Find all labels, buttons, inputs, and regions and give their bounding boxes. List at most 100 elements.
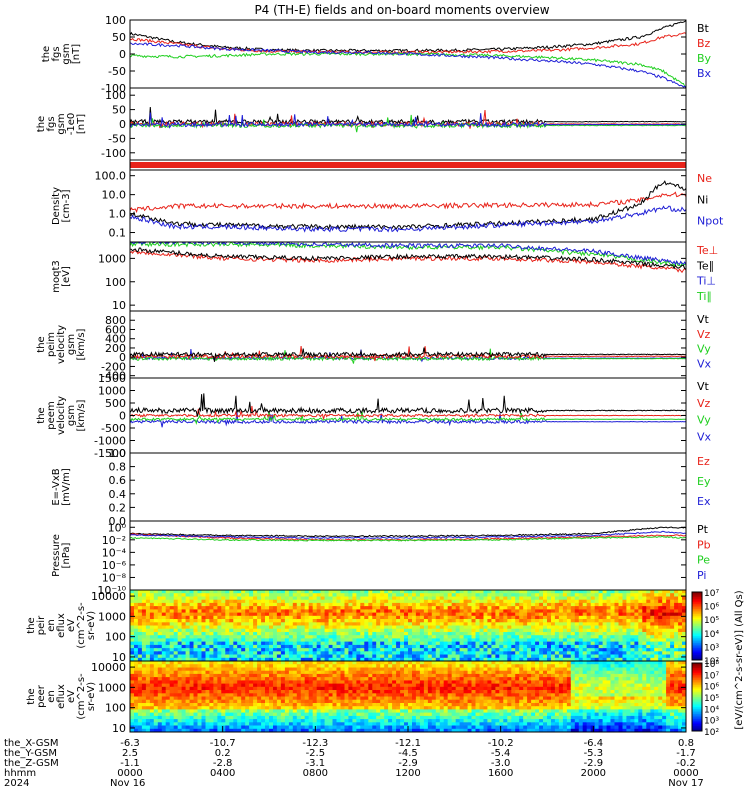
y-tick-label: 0.6 <box>109 474 127 487</box>
y-tick-label: 0 <box>119 351 126 364</box>
y-axis-label: [km/s] <box>76 328 87 360</box>
y-axis-label: fgs <box>51 46 62 61</box>
y-tick-label: 0.0 <box>109 515 127 528</box>
legend-pressure-3: Pi <box>697 569 706 582</box>
orbit-row-label: 2024 <box>4 778 29 789</box>
y-axis-label: [cm-3] <box>61 189 72 222</box>
legend-temp-1: Te∥ <box>696 259 714 272</box>
orbit-value: -2.5 <box>306 748 326 759</box>
colorbar-tick: 10³ <box>704 643 719 653</box>
orbit-row-label: the_Z-GSM <box>4 758 59 769</box>
y-tick-label: 0.8 <box>109 461 127 474</box>
y-axis-label: [km/s] <box>76 399 87 431</box>
orbit-value: -1.7 <box>676 748 696 759</box>
legend-efield-2: Ex <box>697 495 711 508</box>
panel-frame <box>129 310 687 379</box>
peem-vx-line <box>130 410 686 428</box>
y-axis-label: Density <box>51 187 62 225</box>
legend-density-2: Npot <box>697 215 724 228</box>
legend-temp-0: Te⊥ <box>696 244 718 257</box>
panel-frame <box>129 520 687 591</box>
colorbar-tick: 10⁵ <box>704 694 719 704</box>
orbit-value: 0.2 <box>215 748 231 759</box>
orbit-value: -10.7 <box>210 738 236 749</box>
panel-frame <box>129 19 687 89</box>
y-axis-label: (cm^2-s- <box>76 673 87 720</box>
density-Npot-line <box>130 205 686 233</box>
temp-Ti⊥-line <box>130 242 686 266</box>
legend-pressure-1: Pb <box>697 538 711 551</box>
y-axis-label: peem <box>46 401 57 429</box>
legend-efield-0: Ez <box>697 455 710 468</box>
peem-vt-line <box>130 393 686 417</box>
y-tick-label: 50 <box>112 31 126 44</box>
colorbar-peir: 10⁷ 10⁶ 10⁵ 10⁴ 10³ 10² <box>691 589 719 667</box>
colorbars: 10⁷10⁶10⁵10⁴10³10²10⁸10⁷10⁶10⁵10⁴10³10²[… <box>691 589 745 738</box>
legend-temp-2: Ti⊥ <box>696 275 716 288</box>
orbit-value: -6.4 <box>584 738 604 749</box>
y-tick-label: -50 <box>108 132 126 145</box>
y-tick-label: -100 <box>101 147 126 160</box>
y-tick-label: 10⁻⁸ <box>102 571 127 584</box>
colorbar-tick: 10⁴ <box>704 630 719 640</box>
mode-flag-bar <box>130 162 686 168</box>
y-tick-label: -100 <box>101 82 126 95</box>
orbit-value: -6.3 <box>120 738 140 749</box>
y-tick-label: 0.2 <box>109 501 127 514</box>
y-axis-label: eflux <box>56 684 67 709</box>
y-axis-label: the <box>26 617 37 633</box>
legend-peem-1: Vz <box>697 397 711 410</box>
y-axis-label: [eV] <box>61 266 72 287</box>
y-tick-label: 1000 <box>98 385 126 398</box>
y-axis-label: eflux <box>56 613 67 638</box>
temp-Te∥-line <box>130 247 686 270</box>
panel-peer: 10000 1000 100 10 the peer en eflux eV (cm^2-s-sr… <box>26 660 687 735</box>
panel-fgs: 100 50 0 -50 -100 the fgs gsm [nT] Bt Bz By Bx <box>41 14 712 95</box>
y-axis-label: [nT] <box>71 44 82 64</box>
orbit-value: -12.1 <box>395 738 421 749</box>
panel-frame <box>129 452 687 522</box>
y-axis-label: velocity <box>56 396 67 435</box>
legend-peim-2: Vy <box>697 343 711 356</box>
y-tick-label: 600 <box>105 323 126 336</box>
y-tick-label: 100 <box>105 702 126 715</box>
pressure-Pt-line <box>130 526 686 538</box>
y-tick-label: 200 <box>105 342 126 355</box>
y-tick-label: 10 <box>112 722 126 735</box>
peem-vy-line <box>130 410 686 426</box>
panel-flag <box>129 159 687 171</box>
y-axis-label: sr-eV) <box>86 682 97 711</box>
y-tick-label: 10000 <box>91 590 126 603</box>
orbit-value: 0000 <box>117 768 142 779</box>
y-tick-label: 0.4 <box>109 488 127 501</box>
y-tick-label: -50 <box>108 65 126 78</box>
y-axis-label: the <box>36 407 47 423</box>
y-tick-label: 100 <box>105 276 126 289</box>
y-axis-label: peir <box>36 615 47 635</box>
y-axis-label: (cm^2-s- <box>76 602 87 649</box>
orbit-value: -3.1 <box>306 758 326 769</box>
density-Ne-line <box>130 191 686 214</box>
colorbar-tick: 10⁴ <box>704 705 719 715</box>
orbit-value: -2.9 <box>398 758 418 769</box>
orbit-value: 0800 <box>303 768 328 779</box>
y-tick-label: 10 <box>112 651 126 664</box>
y-tick-label: 1000 <box>98 252 126 265</box>
y-axis-label: gsm <box>56 113 67 134</box>
colorbar-tick: 10³ <box>704 717 719 727</box>
colorbar-tick: 10² <box>704 728 719 738</box>
y-axis-label: the <box>41 46 52 62</box>
orbit-value: 1200 <box>395 768 420 779</box>
legend-fgs-2: By <box>697 52 712 65</box>
legend-efield-1: Ey <box>697 475 711 488</box>
orbit-value: -5.4 <box>491 748 511 759</box>
fgs-Bz-line <box>130 32 686 55</box>
orbit-value: Nov 16 <box>110 778 145 789</box>
y-tick-label: 400 <box>105 333 126 346</box>
y-tick-label: 100 <box>105 14 126 27</box>
y-axis-label: [nPa] <box>61 542 72 568</box>
